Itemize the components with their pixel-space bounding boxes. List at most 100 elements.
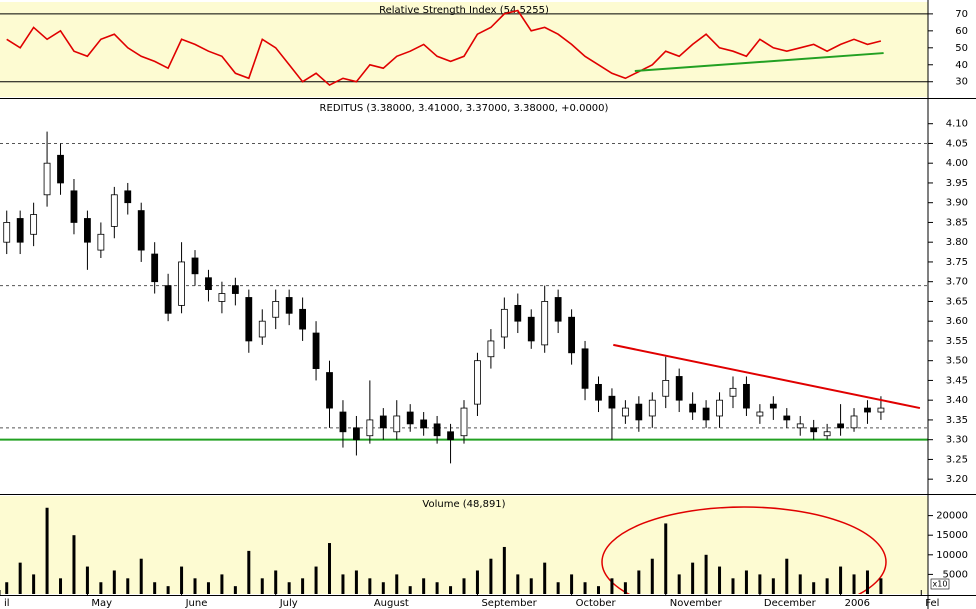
candle-body <box>608 395 616 409</box>
y-tick-label: 50 <box>955 43 968 54</box>
volume-bar <box>153 582 157 594</box>
candle-body <box>460 407 468 437</box>
volume-bar <box>32 574 36 594</box>
candle-body <box>474 360 481 405</box>
y-tick-label: 4.05 <box>946 138 968 149</box>
trendline <box>613 343 921 410</box>
volume-bar <box>677 574 681 594</box>
volume-bar <box>45 507 49 594</box>
candle-body <box>3 222 11 243</box>
candle-body <box>353 427 360 441</box>
volume-bar <box>812 582 816 594</box>
volume-bar <box>650 558 654 594</box>
volume-bar <box>718 566 722 594</box>
volume-bar <box>139 558 143 594</box>
volume-bar <box>596 586 600 594</box>
candle-body <box>689 403 697 413</box>
volume-bar <box>354 570 358 594</box>
candle-body <box>16 218 24 243</box>
volume-bar <box>247 550 251 594</box>
candle-body <box>151 253 159 283</box>
y-tick-label: 3.85 <box>946 217 968 228</box>
candle-body <box>500 308 508 338</box>
candle-body <box>648 399 656 417</box>
volume-bar <box>126 578 130 594</box>
y-tick-label: 3.50 <box>946 356 968 367</box>
volume-bar <box>395 574 399 594</box>
candle-body <box>783 415 791 421</box>
highlight-ellipse <box>601 506 887 594</box>
volume-bar <box>839 566 843 594</box>
volume-bar <box>220 574 224 594</box>
candle-body <box>635 403 643 421</box>
y-tick-label: 4.10 <box>946 119 968 130</box>
candle-body <box>662 380 670 397</box>
volume-bar <box>543 562 547 594</box>
candle-body <box>514 304 522 322</box>
y-tick-label: 3.25 <box>946 454 968 465</box>
volume-bar <box>744 570 748 594</box>
rsi-line <box>6 9 882 87</box>
candle-body <box>110 194 118 227</box>
candle-body <box>554 297 562 322</box>
unit-label: x10 <box>933 580 948 589</box>
volume-bar <box>610 578 614 594</box>
x-tick-label: Fel <box>925 598 939 609</box>
y-tick-label: 3.45 <box>946 375 968 386</box>
volume-bar <box>408 586 412 594</box>
volume-bar <box>529 578 533 594</box>
volume-bar <box>462 578 466 594</box>
volume-bar <box>274 570 278 594</box>
x-tick-label: July <box>279 598 298 609</box>
candle-body <box>568 316 575 354</box>
candle-body <box>366 419 374 437</box>
volume-bar <box>59 578 63 594</box>
y-tick-label: 10000 <box>936 550 968 561</box>
volume-bar <box>99 582 103 594</box>
volume-bar <box>18 562 22 594</box>
candle-body <box>205 277 212 290</box>
candle-body <box>420 419 428 429</box>
y-tick-label: 3.55 <box>946 336 968 347</box>
candle-body <box>756 411 764 417</box>
x-tick-label: September <box>481 598 537 609</box>
volume-bar <box>260 578 264 594</box>
candle-body <box>30 214 38 235</box>
panel-background <box>0 2 928 97</box>
volume-bar <box>314 566 318 594</box>
y-tick-label: 4.00 <box>946 158 968 169</box>
volume-bar <box>112 570 116 594</box>
volume-bar <box>583 582 587 594</box>
y-tick-label: 60 <box>955 26 968 37</box>
candle-body <box>218 293 226 302</box>
candle-body <box>299 308 307 330</box>
x-tick-label: November <box>670 598 723 609</box>
trendline <box>634 52 884 73</box>
volume-bar <box>166 586 170 594</box>
y-tick-label: 3.35 <box>946 415 968 426</box>
volume-bar <box>180 566 184 594</box>
candle-body <box>43 162 51 196</box>
y-tick-label: 3.40 <box>946 395 968 406</box>
panel-background <box>0 496 928 594</box>
candle-body <box>581 348 589 389</box>
volume-bar <box>422 578 426 594</box>
x-tick-label: August <box>374 598 409 609</box>
volume-bar <box>758 574 762 594</box>
volume-bar <box>341 574 345 594</box>
y-tick-label: 3.30 <box>946 435 968 446</box>
candle-body <box>864 407 871 413</box>
panel-title: REDITUS (3.38000, 3.41000, 3.37000, 3.38… <box>320 103 609 114</box>
candle-body <box>810 427 818 433</box>
volume-bar <box>502 546 506 594</box>
volume-bar <box>825 578 829 594</box>
unit-box <box>930 578 950 590</box>
volume-bar <box>5 582 9 594</box>
candle-body <box>97 233 105 251</box>
panel-title: Relative Strength Index (54.5255) <box>379 5 549 16</box>
volume-bar <box>704 554 708 594</box>
candle-body <box>850 415 858 429</box>
candle-body <box>70 190 78 223</box>
volume-bar <box>328 543 332 594</box>
